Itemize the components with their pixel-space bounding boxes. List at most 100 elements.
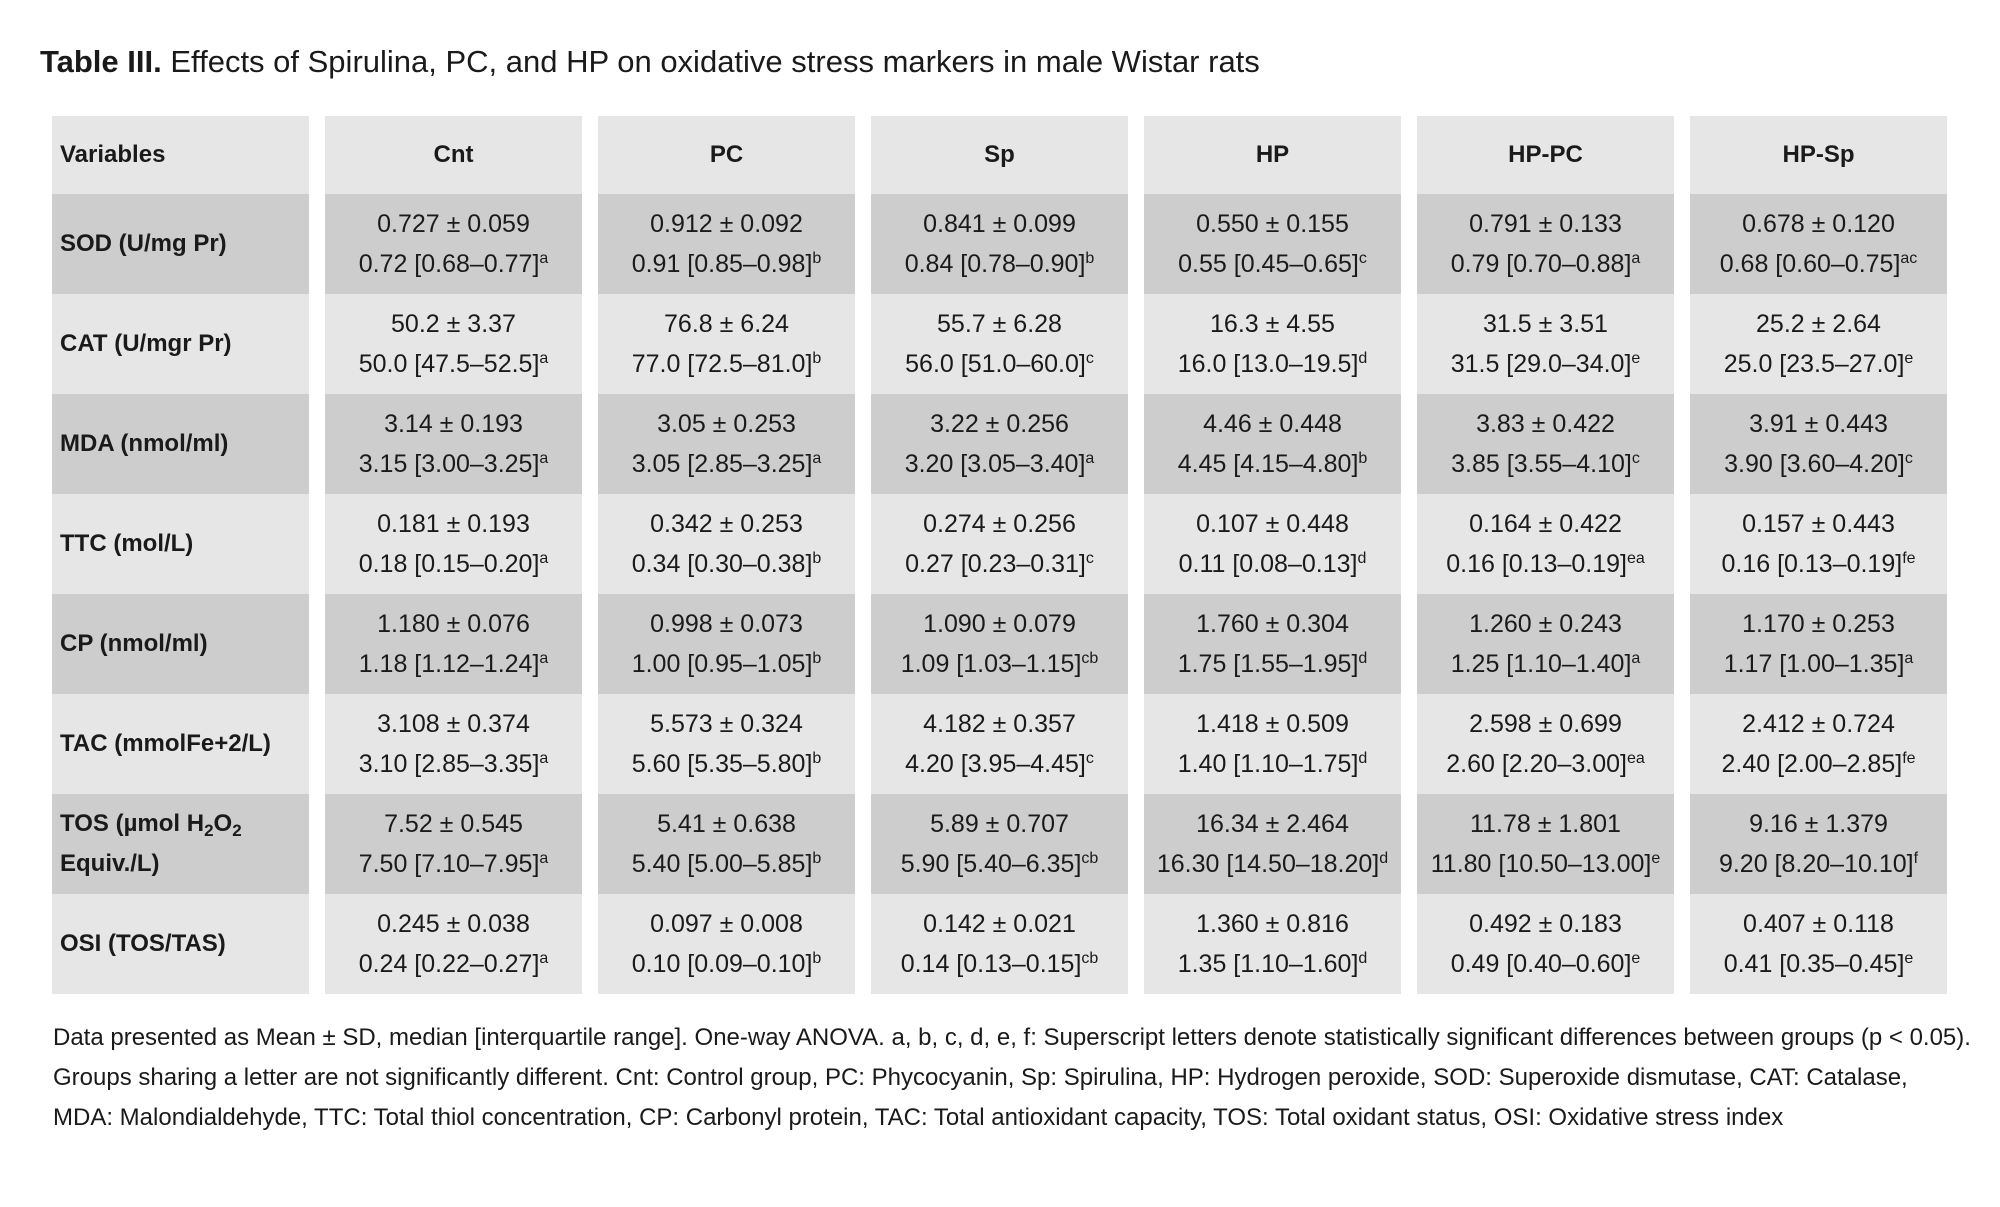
cell-mean-sd: 0.678 ± 0.120	[1742, 210, 1895, 238]
cell-mean-sd: 3.22 ± 0.256	[930, 410, 1069, 438]
cell-median-iqr: 0.18 [0.15–0.20]a	[325, 544, 582, 584]
cell-mean-sd: 1.760 ± 0.304	[1196, 610, 1349, 638]
significance-letters: a	[539, 950, 549, 967]
cell-median-value: 1.25 [1.10–1.40]	[1450, 650, 1632, 678]
cell-median-value: 3.20 [3.05–3.40]	[904, 450, 1086, 478]
cell-mean-sd: 1.360 ± 0.816	[1196, 910, 1349, 938]
table-cell: 55.7 ± 6.28 56.0 [51.0–60.0]c	[871, 294, 1128, 394]
cell-median-value: 0.10 [0.09–0.10]	[631, 950, 813, 978]
significance-letters: e	[1904, 950, 1914, 967]
cell-median-value: 1.00 [0.95–1.05]	[631, 650, 813, 678]
cell-mean-sd: 9.16 ± 1.379	[1749, 810, 1888, 838]
table-cell: 0.998 ± 0.073 1.00 [0.95–1.05]b	[598, 594, 855, 694]
cell-mean-sd: 0.791 ± 0.133	[1469, 210, 1622, 238]
table-cell: 76.8 ± 6.24 77.0 [72.5–81.0]b	[598, 294, 855, 394]
cell-median-iqr: 1.00 [0.95–1.05]b	[598, 644, 855, 684]
table-cell: 0.912 ± 0.092 0.91 [0.85–0.98]b	[598, 194, 855, 294]
cell-median-value: 3.15 [3.00–3.25]	[358, 450, 540, 478]
cell-mean-sd: 0.912 ± 0.092	[650, 210, 803, 238]
column-header-pc: PC	[598, 116, 855, 194]
table-cell: 31.5 ± 3.51 31.5 [29.0–34.0]e	[1417, 294, 1674, 394]
table-row: TTC (mol/L) 0.181 ± 0.193 0.18 [0.15–0.20…	[52, 494, 1947, 594]
cell-median-iqr: 16.30 [14.50–18.20]d	[1144, 844, 1401, 884]
cell-median-iqr: 0.14 [0.13–0.15]cb	[871, 944, 1128, 984]
cell-mean-sd: 5.41 ± 0.638	[657, 810, 796, 838]
cell-median-value: 4.20 [3.95–4.45]	[905, 750, 1086, 778]
cell-median-iqr: 0.41 [0.35–0.45]e	[1690, 944, 1947, 984]
cell-median-iqr: 1.35 [1.10–1.60]d	[1144, 944, 1401, 984]
cell-median-value: 31.5 [29.0–34.0]	[1450, 350, 1632, 378]
cell-mean-sd: 0.157 ± 0.443	[1742, 510, 1895, 538]
significance-letters: a	[812, 450, 822, 467]
table-title: Table III. Effects of Spirulina, PC, and…	[40, 42, 1260, 82]
cell-median-value: 1.35 [1.10–1.60]	[1177, 950, 1359, 978]
table-cell: 1.260 ± 0.243 1.25 [1.10–1.40]a	[1417, 594, 1674, 694]
table-cell: 3.83 ± 0.422 3.85 [3.55–4.10]c	[1417, 394, 1674, 494]
table-cell: 1.418 ± 0.509 1.40 [1.10–1.75]d	[1144, 694, 1401, 794]
row-label-tos-line1: TOS (µmol H2O2	[60, 804, 309, 844]
cell-median-iqr: 9.20 [8.20–10.10]f	[1690, 844, 1947, 884]
table-cell: 0.181 ± 0.193 0.18 [0.15–0.20]a	[325, 494, 582, 594]
significance-letters: c	[1631, 450, 1640, 467]
table-cell: 2.412 ± 0.724 2.40 [2.00–2.85]fe	[1690, 694, 1947, 794]
table-footnote: Data presented as Mean ± SD, median [int…	[53, 1024, 1971, 1131]
table-row: OSI (TOS/TAS) 0.245 ± 0.038 0.24 [0.22–0.…	[52, 894, 1947, 994]
cell-median-iqr: 1.25 [1.10–1.40]a	[1417, 644, 1674, 684]
cell-mean-sd: 0.998 ± 0.073	[650, 610, 803, 638]
cell-mean-sd: 1.180 ± 0.076	[377, 610, 530, 638]
cell-mean-sd: 5.89 ± 0.707	[930, 810, 1069, 838]
table-cell: 3.91 ± 0.443 3.90 [3.60–4.20]c	[1690, 394, 1947, 494]
cell-mean-sd: 16.34 ± 2.464	[1196, 810, 1349, 838]
cell-median-value: 0.41 [0.35–0.45]	[1723, 950, 1905, 978]
table-cell: 0.274 ± 0.256 0.27 [0.23–0.31]c	[871, 494, 1128, 594]
cell-median-iqr: 0.79 [0.70–0.88]a	[1417, 244, 1674, 284]
table-cell: 0.107 ± 0.448 0.11 [0.08–0.13]d	[1144, 494, 1401, 594]
row-label-sod: SOD (U/mg Pr)	[52, 194, 309, 294]
cell-median-iqr: 31.5 [29.0–34.0]e	[1417, 344, 1674, 384]
cell-median-value: 1.17 [1.00–1.35]	[1723, 650, 1905, 678]
significance-letters: c	[1358, 250, 1367, 267]
cell-median-value: 0.72 [0.68–0.77]	[358, 250, 540, 278]
table-cell: 3.05 ± 0.253 3.05 [2.85–3.25]a	[598, 394, 855, 494]
column-header-variables: Variables	[52, 116, 309, 194]
table-cell: 0.407 ± 0.118 0.41 [0.35–0.45]e	[1690, 894, 1947, 994]
cell-median-value: 0.16 [0.13–0.19]	[1721, 550, 1903, 578]
cell-median-value: 0.24 [0.22–0.27]	[358, 950, 540, 978]
cell-median-value: 3.10 [2.85–3.35]	[358, 750, 540, 778]
cell-median-value: 5.60 [5.35–5.80]	[631, 750, 813, 778]
table-row: MDA (nmol/ml) 3.14 ± 0.193 3.15 [3.00–3.2…	[52, 394, 1947, 494]
row-label-cp: CP (nmol/ml)	[52, 594, 309, 694]
cell-median-value: 2.60 [2.20–3.00]	[1446, 750, 1627, 778]
cell-mean-sd: 0.407 ± 0.118	[1743, 910, 1894, 938]
cell-median-value: 9.20 [8.20–10.10]	[1718, 850, 1914, 878]
row-label-tos-pre: TOS (µmol H	[60, 810, 205, 837]
significance-letters: d	[1358, 350, 1368, 367]
cell-mean-sd: 0.142 ± 0.021	[923, 910, 1076, 938]
significance-letters: b	[812, 950, 822, 967]
row-label-tos-mid: O	[213, 810, 233, 837]
table-cell: 5.89 ± 0.707 5.90 [5.40–6.35]cb	[871, 794, 1128, 894]
table-cell: 1.760 ± 0.304 1.75 [1.55–1.95]d	[1144, 594, 1401, 694]
cell-mean-sd: 0.107 ± 0.448	[1196, 510, 1349, 538]
cell-mean-sd: 4.182 ± 0.357	[923, 710, 1076, 738]
table-body: SOD (U/mg Pr) 0.727 ± 0.059 0.72 [0.68–0.…	[52, 194, 1947, 994]
significance-letters: d	[1358, 650, 1368, 667]
table-cell: 7.52 ± 0.545 7.50 [7.10–7.95]a	[325, 794, 582, 894]
significance-letters: a	[539, 850, 549, 867]
table-cell: 4.182 ± 0.357 4.20 [3.95–4.45]c	[871, 694, 1128, 794]
cell-median-value: 3.90 [3.60–4.20]	[1724, 450, 1905, 478]
significance-letters: a	[539, 650, 549, 667]
significance-letters: b	[1358, 450, 1368, 467]
cell-mean-sd: 5.573 ± 0.324	[650, 710, 803, 738]
significance-letters: b	[812, 250, 822, 267]
cell-mean-sd: 3.05 ± 0.253	[657, 410, 796, 438]
cell-mean-sd: 7.52 ± 0.545	[384, 810, 523, 838]
row-label-ttc: TTC (mol/L)	[52, 494, 309, 594]
cell-median-value: 16.0 [13.0–19.5]	[1177, 350, 1359, 378]
cell-mean-sd: 55.7 ± 6.28	[937, 310, 1062, 338]
column-header-hp: HP	[1144, 116, 1401, 194]
cell-median-iqr: 5.40 [5.00–5.85]b	[598, 844, 855, 884]
cell-median-iqr: 77.0 [72.5–81.0]b	[598, 344, 855, 384]
cell-median-iqr: 16.0 [13.0–19.5]d	[1144, 344, 1401, 384]
significance-letters: d	[1379, 850, 1389, 867]
